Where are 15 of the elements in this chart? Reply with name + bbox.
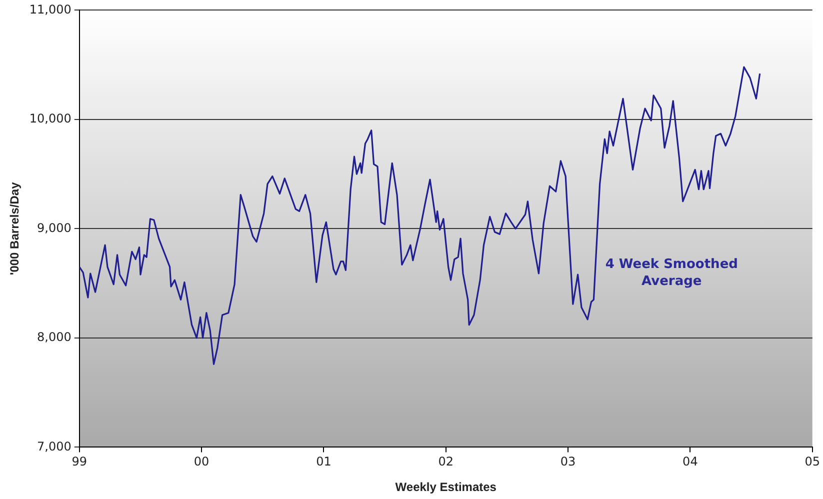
y-tick-label: 8,000 bbox=[37, 330, 72, 344]
y-tick-label: 9,000 bbox=[37, 220, 72, 235]
x-tick-label: 99 bbox=[72, 454, 88, 469]
y-tick-label: 7,000 bbox=[37, 439, 72, 454]
y-tick-label: 11,000 bbox=[29, 2, 72, 16]
y-tick-label: 10,000 bbox=[29, 112, 72, 126]
annotation: 4 Week Smoothed Average bbox=[605, 257, 738, 290]
x-tick-label: 05 bbox=[804, 454, 820, 469]
x-tick-label: 02 bbox=[438, 454, 454, 469]
x-axis-title: Weekly Estimates bbox=[395, 480, 497, 494]
y-axis-title: '000 Barrels/Day bbox=[8, 182, 22, 276]
x-tick-label: 01 bbox=[316, 454, 332, 469]
x-tick-label: 03 bbox=[560, 454, 576, 469]
x-tick-label: 00 bbox=[194, 454, 210, 469]
x-tick-label: 04 bbox=[682, 454, 698, 469]
